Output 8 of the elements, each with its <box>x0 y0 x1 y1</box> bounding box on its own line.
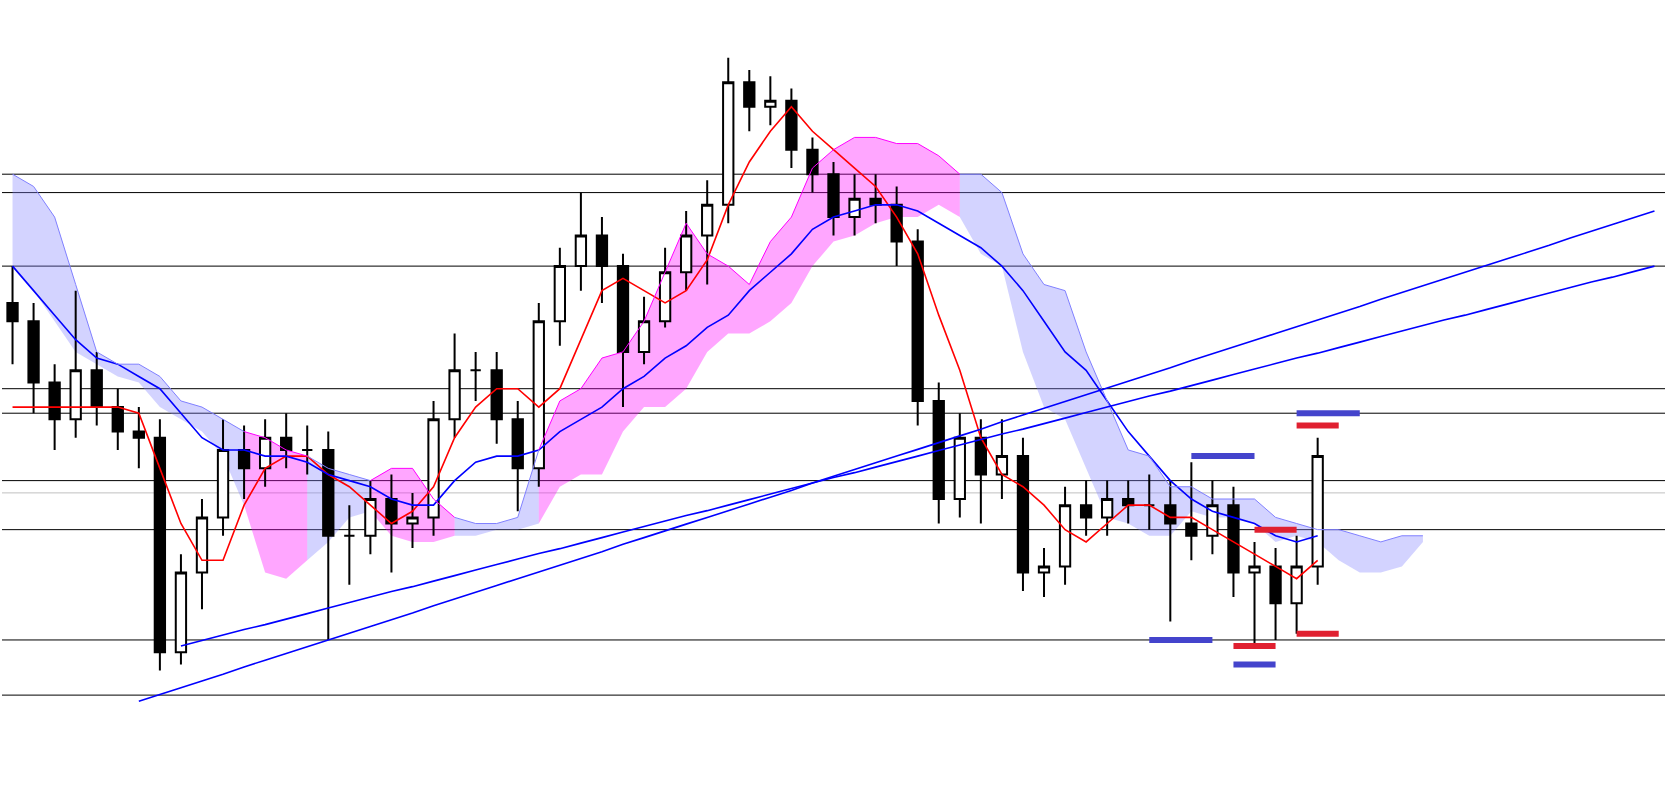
candlestick <box>743 69 756 133</box>
candlestick <box>785 87 798 170</box>
candlestick <box>1290 534 1303 635</box>
candlestick <box>1037 547 1051 599</box>
candlestick <box>637 295 651 366</box>
candlestick <box>301 424 314 476</box>
candlestick <box>132 406 145 470</box>
candlestick <box>764 75 777 127</box>
